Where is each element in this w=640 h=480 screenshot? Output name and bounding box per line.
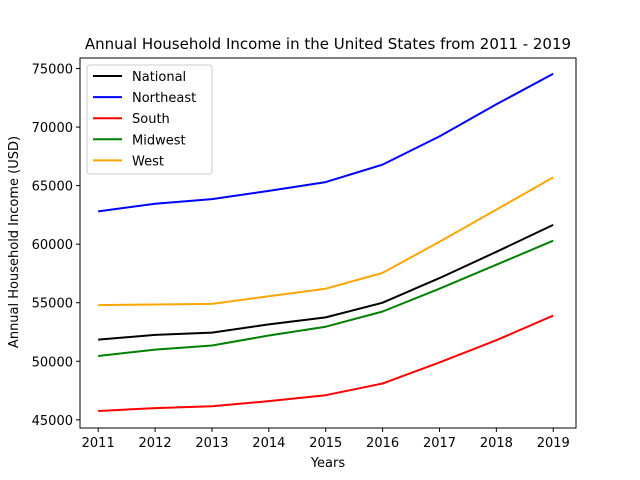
legend-box bbox=[86, 64, 213, 175]
y-tick-label: 70000 bbox=[32, 121, 73, 136]
legend-label-national: National bbox=[132, 70, 186, 85]
y-tick-label: 45000 bbox=[32, 414, 73, 429]
y-axis-title: Annual Household Income (USD) bbox=[7, 136, 22, 348]
legend-label-northeast: Northeast bbox=[132, 91, 196, 106]
y-tick-label: 75000 bbox=[32, 63, 73, 78]
x-axis-title: Years bbox=[310, 456, 346, 471]
x-tick-label: 2016 bbox=[366, 436, 399, 451]
legend-label-midwest: Midwest bbox=[132, 133, 186, 148]
series-line-south bbox=[98, 314, 554, 412]
x-tick-label: 2015 bbox=[309, 436, 342, 451]
series-line-midwest bbox=[98, 239, 554, 357]
y-tick-label: 65000 bbox=[32, 180, 73, 195]
plot-area bbox=[98, 72, 554, 412]
y-tick-label: 60000 bbox=[32, 238, 73, 253]
series-line-northeast bbox=[98, 72, 554, 213]
plot-frame bbox=[79, 57, 577, 429]
x-tick-label: 2013 bbox=[195, 436, 228, 451]
x-tick-label: 2012 bbox=[139, 436, 172, 451]
series-line-national bbox=[98, 223, 554, 341]
y-axis: 45000 50000 55000 60000 65000 70000 75000 bbox=[32, 63, 80, 429]
x-tick-label: 2014 bbox=[252, 436, 285, 451]
y-tick-label: 50000 bbox=[32, 355, 73, 370]
legend: National Northeast South Midwest West bbox=[86, 64, 213, 175]
y-tick-label: 55000 bbox=[32, 297, 73, 312]
legend-label-west: West bbox=[132, 154, 164, 169]
legend-label-south: South bbox=[132, 112, 170, 127]
chart-title: Annual Household Income in the United St… bbox=[85, 35, 571, 53]
x-tick-label: 2017 bbox=[423, 436, 456, 451]
series-line-west bbox=[98, 176, 554, 307]
x-tick-label: 2011 bbox=[82, 436, 115, 451]
x-tick-label: 2019 bbox=[537, 436, 570, 451]
x-axis: 2011 2012 2013 2014 2015 2016 2017 2018 2019 bbox=[82, 428, 570, 451]
x-tick-label: 2018 bbox=[480, 436, 513, 451]
